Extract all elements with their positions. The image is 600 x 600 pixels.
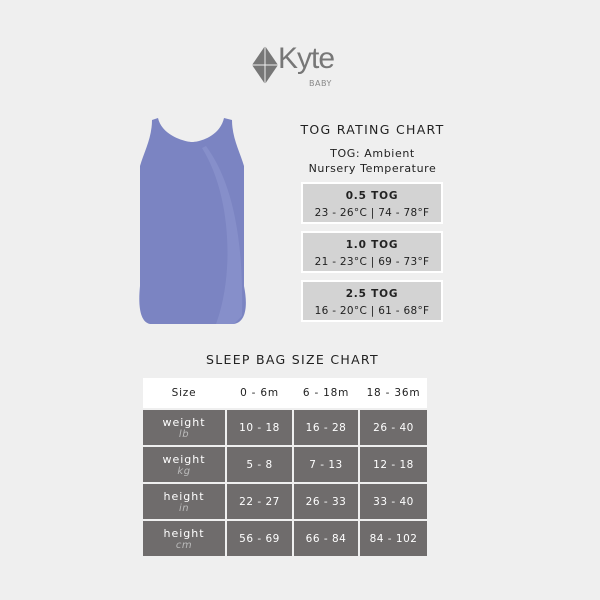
table-cell: 33 - 40 xyxy=(360,484,427,519)
row-label-text: weight xyxy=(162,415,206,429)
tog-subtitle: TOG: Ambient Nursery Temperature xyxy=(290,146,455,176)
table-cell: 56 - 69 xyxy=(227,521,292,556)
row-label-text: height xyxy=(163,489,205,503)
column-header: Size xyxy=(171,387,197,399)
tog-subtitle-line1: TOG: Ambient xyxy=(330,147,415,160)
tog-range: 16 - 20°C | 61 - 68°F xyxy=(314,305,430,317)
tog-value: 2.5 TOG xyxy=(345,288,399,300)
row-unit: in xyxy=(178,502,190,514)
tog-rating-box: 0.5 TOG 23 - 26°C | 74 - 78°F xyxy=(301,182,443,224)
table-cell: 12 - 18 xyxy=(360,447,427,482)
column-header: 18 - 36m xyxy=(366,387,421,399)
kite-icon xyxy=(252,46,278,84)
table-header-row xyxy=(143,378,427,408)
tog-subtitle-line2: Nursery Temperature xyxy=(308,162,437,175)
tog-range: 23 - 26°C | 74 - 78°F xyxy=(314,207,430,219)
tog-chart-title: TOG RATING CHART xyxy=(300,122,445,137)
row-unit: lb xyxy=(178,428,190,440)
tog-rating-box: 2.5 TOG 16 - 20°C | 61 - 68°F xyxy=(301,280,443,322)
row-label: weight kg xyxy=(143,447,225,482)
kyte-baby-logo: Kyte BABY xyxy=(252,42,352,94)
row-label: height cm xyxy=(143,521,225,556)
column-header: 0 - 6m xyxy=(240,387,279,399)
tog-rating-box: 1.0 TOG 21 - 23°C | 69 - 73°F xyxy=(301,231,443,273)
size-chart-title: SLEEP BAG SIZE CHART xyxy=(206,352,379,367)
table-cell: 5 - 8 xyxy=(227,447,292,482)
sleep-bag-image xyxy=(139,118,246,324)
table-cell: 26 - 40 xyxy=(360,410,427,445)
brand-name: Kyte xyxy=(278,42,335,75)
table-cell: 84 - 102 xyxy=(360,521,427,556)
row-unit: kg xyxy=(177,465,191,477)
row-label-text: weight xyxy=(162,452,206,466)
table-cell: 66 - 84 xyxy=(294,521,358,556)
table-cell: 10 - 18 xyxy=(227,410,292,445)
table-cell: 22 - 27 xyxy=(227,484,292,519)
table-cell: 16 - 28 xyxy=(294,410,358,445)
row-label: height in xyxy=(143,484,225,519)
tog-value: 0.5 TOG xyxy=(345,190,399,202)
tog-value: 1.0 TOG xyxy=(345,239,399,251)
row-label-text: height xyxy=(163,526,205,540)
column-header: 6 - 18m xyxy=(302,387,350,399)
table-cell: 26 - 33 xyxy=(294,484,358,519)
table-cell: 7 - 13 xyxy=(294,447,358,482)
row-unit: cm xyxy=(175,539,193,551)
row-label: weight lb xyxy=(143,410,225,445)
tog-range: 21 - 23°C | 69 - 73°F xyxy=(314,256,430,268)
brand-sub: BABY xyxy=(309,79,332,88)
